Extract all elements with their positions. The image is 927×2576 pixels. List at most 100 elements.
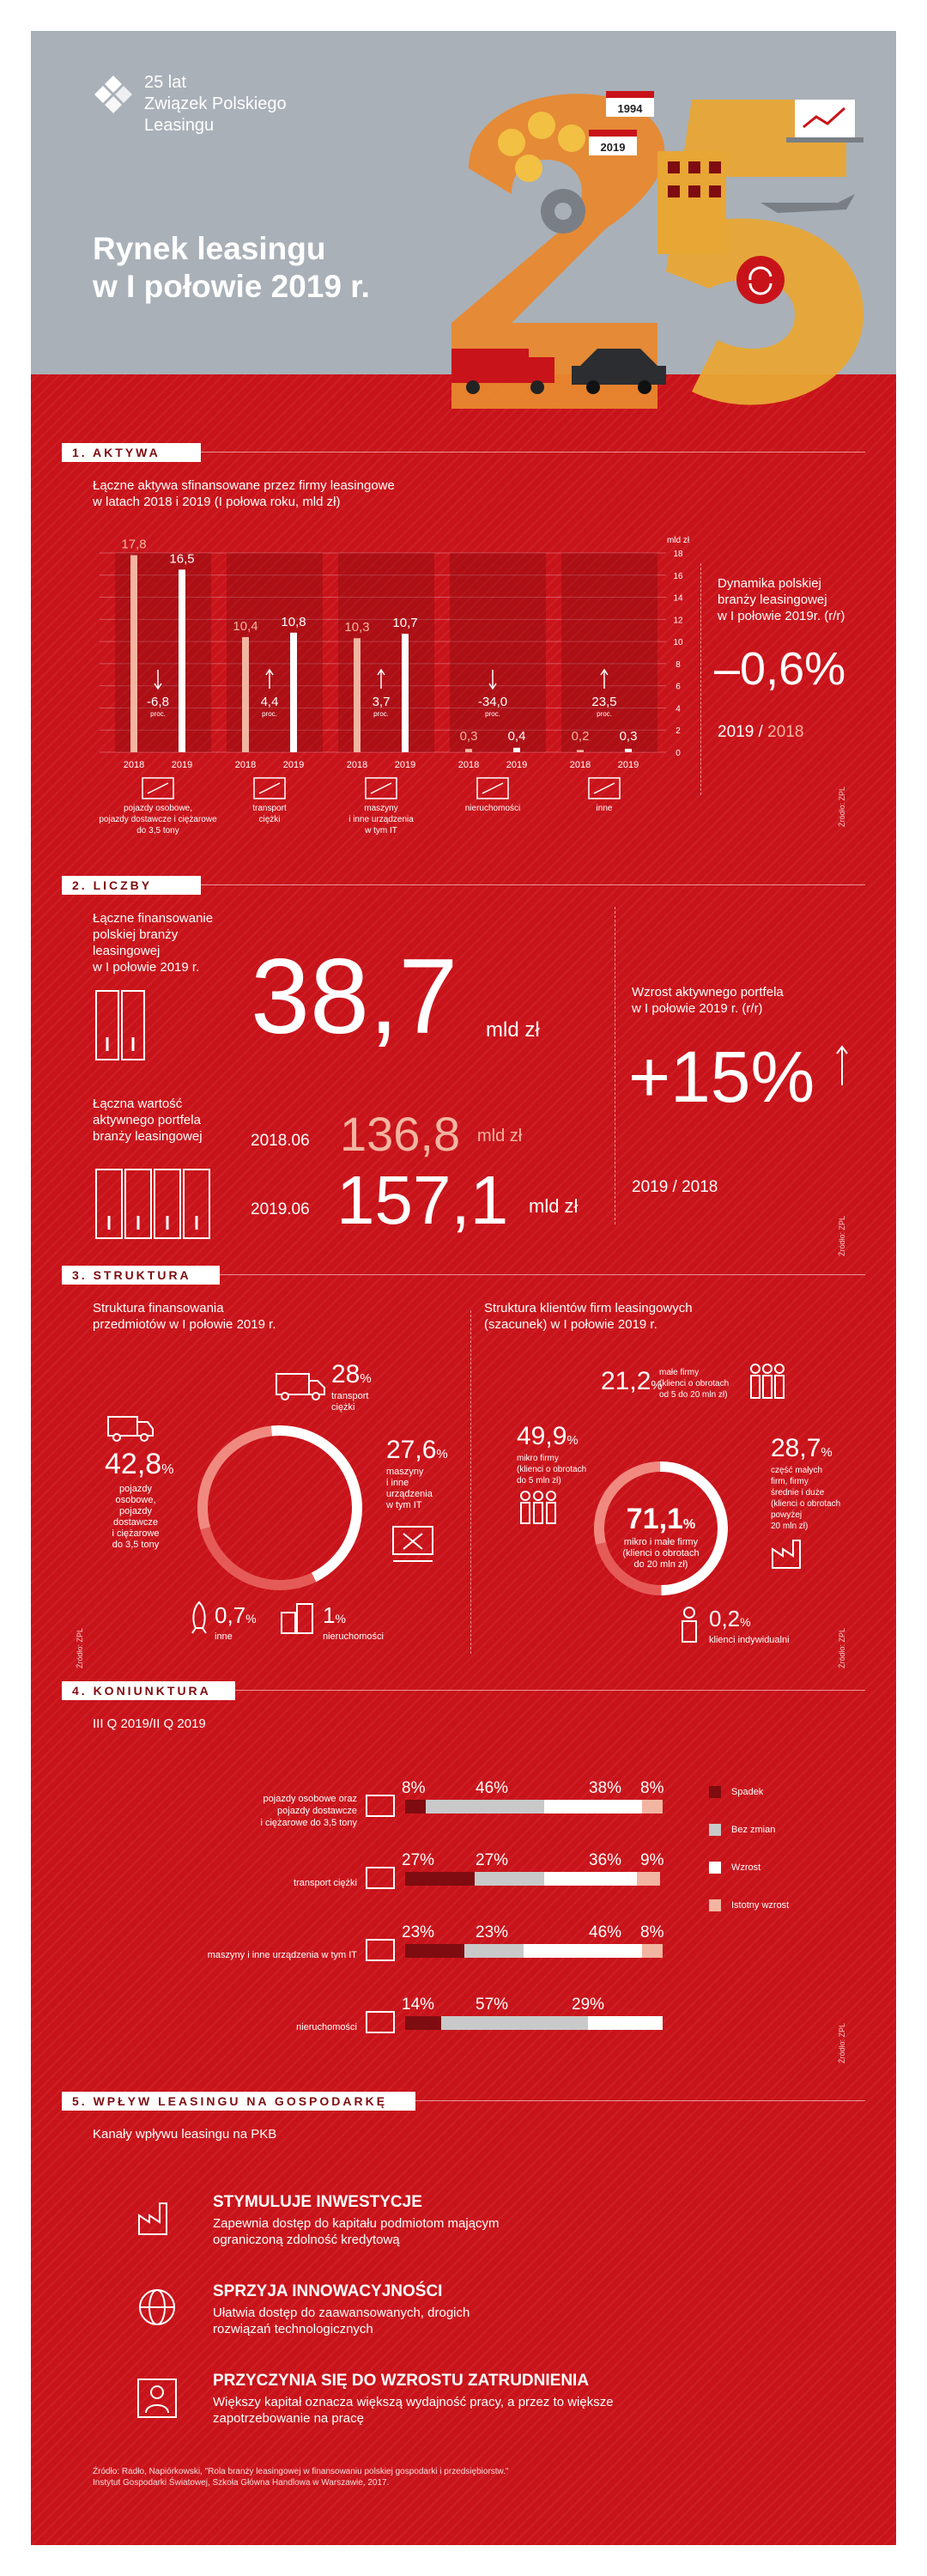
stacked-bar bbox=[405, 1944, 663, 1958]
bar-2019 bbox=[290, 632, 297, 752]
caption-line: leasingowej bbox=[93, 944, 161, 958]
legend-swatch bbox=[709, 1786, 721, 1798]
growth-value: +15% bbox=[628, 1036, 815, 1117]
caption-line: (klienci o obrotach bbox=[517, 1465, 587, 1474]
donut-slice bbox=[660, 1461, 729, 1595]
factory-icon bbox=[138, 2202, 167, 2235]
arrow-up-icon bbox=[265, 668, 274, 676]
y-tick-label: 18 bbox=[673, 550, 683, 559]
row-label-line: nieruchomości bbox=[296, 2022, 357, 2032]
legend-label: Wzrost bbox=[731, 1862, 761, 1873]
header: 25 lat Związek Polskiego Leasingu Rynek … bbox=[31, 31, 896, 409]
y-tick-label: 16 bbox=[673, 572, 683, 581]
row-label: transport ciężki bbox=[160, 1877, 357, 1889]
car-icon bbox=[572, 349, 666, 394]
arrow-down-icon bbox=[488, 683, 497, 690]
caption-line: część małych bbox=[771, 1466, 823, 1475]
x-year-label: 2019 bbox=[395, 760, 415, 770]
desc-line: Większy kapitał oznacza większą wydajnoś… bbox=[213, 2395, 614, 2409]
y-tick-label: 8 bbox=[676, 660, 681, 670]
recycle-icon bbox=[736, 256, 785, 304]
transport-value: 28 bbox=[331, 1360, 360, 1388]
growth-caption: Wzrost aktywnego portfela w I połowie 20… bbox=[632, 984, 784, 1017]
title-line: w I połowie 2019 r. bbox=[93, 269, 370, 304]
value-label-2019: 16,5 bbox=[169, 551, 194, 566]
category-band bbox=[561, 553, 657, 752]
bar-2019 bbox=[402, 634, 409, 752]
title-line: (szacunek) w I połowie 2019 r. bbox=[484, 1317, 657, 1332]
bar-2018 bbox=[242, 636, 249, 752]
percent-sign: % bbox=[740, 1615, 751, 1629]
caption-line: Łączna wartość bbox=[93, 1097, 183, 1111]
gear-icon bbox=[541, 189, 585, 234]
caption-line: i inne bbox=[386, 1478, 409, 1488]
caption-line: firm, firmy bbox=[771, 1477, 809, 1486]
section-divider bbox=[62, 884, 865, 885]
title-line: Rynek leasingu bbox=[93, 231, 326, 266]
truck-icon bbox=[253, 777, 286, 799]
clients-center-value: 71,1% bbox=[618, 1503, 704, 1536]
inne-share: 0,7% bbox=[215, 1602, 257, 1629]
laptop-icon bbox=[786, 100, 863, 143]
arrow-down-icon bbox=[154, 683, 162, 690]
bar-2018 bbox=[577, 750, 584, 752]
segment-value-label: 23% bbox=[402, 1923, 435, 1941]
category-label: inne bbox=[597, 804, 613, 813]
segment-value-label: 27% bbox=[476, 1851, 509, 1869]
van-icon bbox=[366, 1795, 395, 1817]
building-icon bbox=[657, 151, 726, 254]
financing-structure-donut bbox=[197, 1425, 362, 1590]
dashed-divider bbox=[470, 1310, 472, 1654]
medium-value: 28,7 bbox=[771, 1434, 821, 1462]
portfolio-caption: Łączna wartość aktywnego portfela branży… bbox=[93, 1096, 203, 1145]
van-icon bbox=[142, 777, 174, 799]
segment-value-label: 14% bbox=[402, 1996, 435, 2014]
segment-value-label: 27% bbox=[402, 1851, 435, 1869]
percent-sign: % bbox=[682, 1517, 696, 1532]
caption-line: (klienci o obrotach bbox=[771, 1499, 841, 1509]
change-unit-label: proc. bbox=[262, 710, 277, 718]
struktura-right-title: Struktura klientów firm leasingowych (sz… bbox=[484, 1300, 693, 1333]
y-tick-label: 14 bbox=[673, 594, 683, 604]
change-unit-label: proc. bbox=[373, 710, 389, 718]
section-label-struktura: 3. STRUKTURA bbox=[62, 1266, 220, 1285]
machine-tools-icon bbox=[365, 777, 397, 799]
section-divider bbox=[62, 452, 865, 453]
change-percent-label: 23,5 bbox=[591, 695, 616, 709]
segment-value-label: 38% bbox=[589, 1779, 622, 1797]
portfolio-2019-label: 2019.06 bbox=[251, 1200, 310, 1218]
caption-line: ciężki bbox=[331, 1402, 355, 1413]
indiv-share: 0,2% bbox=[709, 1606, 751, 1632]
rocket-icon bbox=[588, 777, 621, 799]
section-label-wplyw: 5. WPŁYW LEASINGU NA GOSPODARKĘ bbox=[62, 2092, 415, 2111]
segment-value-label: 57% bbox=[476, 1996, 509, 2014]
source-label: Źródło: ZPL bbox=[76, 1628, 84, 1669]
caption-line: w tym IT bbox=[386, 1500, 422, 1510]
category-label: pojazdy dostawcze i ciężarowe bbox=[99, 815, 217, 824]
percent-sign: % bbox=[436, 1447, 448, 1461]
inne-caption: inne bbox=[215, 1631, 233, 1642]
section-divider bbox=[62, 2100, 865, 2101]
desc-line: rozwiązań technologicznych bbox=[213, 2322, 373, 2336]
nieruch-value: 1 bbox=[323, 1602, 336, 1628]
donut-slice bbox=[279, 1425, 362, 1583]
bar-2018 bbox=[130, 555, 137, 752]
portfolio-2018-label: 2018.06 bbox=[251, 1132, 310, 1150]
change-unit-label: proc. bbox=[485, 710, 500, 718]
impact-title: STYMULUJE INWESTYCJE bbox=[213, 2193, 422, 2211]
change-unit-label: proc. bbox=[150, 710, 166, 718]
caption-line: aktywnego portfela bbox=[93, 1113, 201, 1127]
stacked-bar bbox=[405, 1800, 663, 1814]
value-label-2019: 0,4 bbox=[508, 729, 526, 744]
page-title: Rynek leasingu w I połowie 2019 r. bbox=[93, 230, 470, 306]
y-tick-label: 10 bbox=[673, 638, 683, 647]
period-separator: / bbox=[754, 723, 768, 741]
desc-line: Ułatwia dostęp do zaawansowanych, drogic… bbox=[213, 2306, 470, 2320]
donut-slice bbox=[596, 1541, 662, 1595]
section-label-koniunktura: 4. KONIUNKTURA bbox=[62, 1681, 235, 1700]
bar-segment-bez-zmian bbox=[441, 2016, 588, 2030]
segment-value-label: 46% bbox=[589, 1923, 622, 1941]
x-year-label: 2018 bbox=[124, 760, 144, 770]
dynamics-period: 2019 / 2018 bbox=[718, 723, 803, 742]
bar-2019 bbox=[625, 749, 632, 752]
